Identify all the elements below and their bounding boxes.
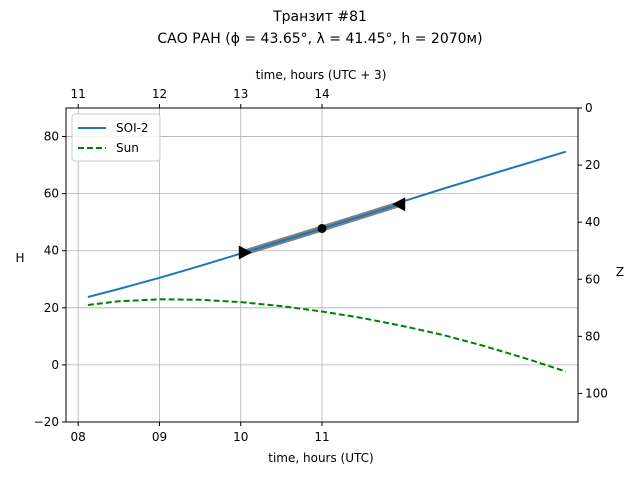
chart-title-line2: САО РАН (ϕ = 43.65°, λ = 41.45°, h = 207… xyxy=(157,31,482,47)
series-line-sun xyxy=(87,298,567,373)
y-left-tick-label: 80 xyxy=(44,130,59,144)
x-top-tick-label: 11 xyxy=(71,87,86,101)
y-axis-right-label: Z xyxy=(616,265,624,279)
legend-box xyxy=(71,113,161,162)
y-left-tick-label: −20 xyxy=(34,415,59,429)
y-right-tick-label: 0 xyxy=(585,101,593,115)
y-right-tick-label: 20 xyxy=(585,158,600,172)
x-top-tick-label: 13 xyxy=(233,87,248,101)
chart-title-line1: Транзит #81 xyxy=(272,9,367,25)
y-right-tick-label: 60 xyxy=(585,272,600,286)
y-left-tick-label: 40 xyxy=(44,244,59,258)
x-axis-top-label: time, hours (UTC + 3) xyxy=(256,68,387,82)
axis-ticks: 08 09 10 11 11 12 13 14 −20 0 20 40 60 80 0 20 40 60 80 100 xyxy=(34,87,608,444)
y-right-tick-label: 40 xyxy=(585,215,600,229)
y-axis-left-label: H xyxy=(15,251,24,265)
x-bottom-tick-label: 08 xyxy=(71,430,86,444)
x-bottom-tick-label: 10 xyxy=(233,430,248,444)
x-top-tick-label: 14 xyxy=(314,87,329,101)
x-bottom-tick-label: 09 xyxy=(152,430,167,444)
marker-layer xyxy=(238,197,406,260)
legend-label: SOI-2 xyxy=(116,121,149,135)
y-right-tick-label: 80 xyxy=(585,329,600,343)
y-left-tick-label: 60 xyxy=(44,187,59,201)
y-left-tick-label: 20 xyxy=(44,301,59,315)
x-bottom-tick-label: 11 xyxy=(314,430,329,444)
transit-midpoint-marker xyxy=(317,223,327,233)
x-top-tick-label: 12 xyxy=(152,87,167,101)
transit-start-marker xyxy=(238,245,252,260)
legend-label: Sun xyxy=(116,141,139,155)
legend: SOI-2 Sun xyxy=(71,113,161,162)
y-right-tick-label: 100 xyxy=(585,386,608,400)
transit-end-marker xyxy=(392,197,406,212)
y-left-tick-label: 0 xyxy=(51,358,59,372)
x-axis-bottom-label: time, hours (UTC) xyxy=(268,451,373,465)
